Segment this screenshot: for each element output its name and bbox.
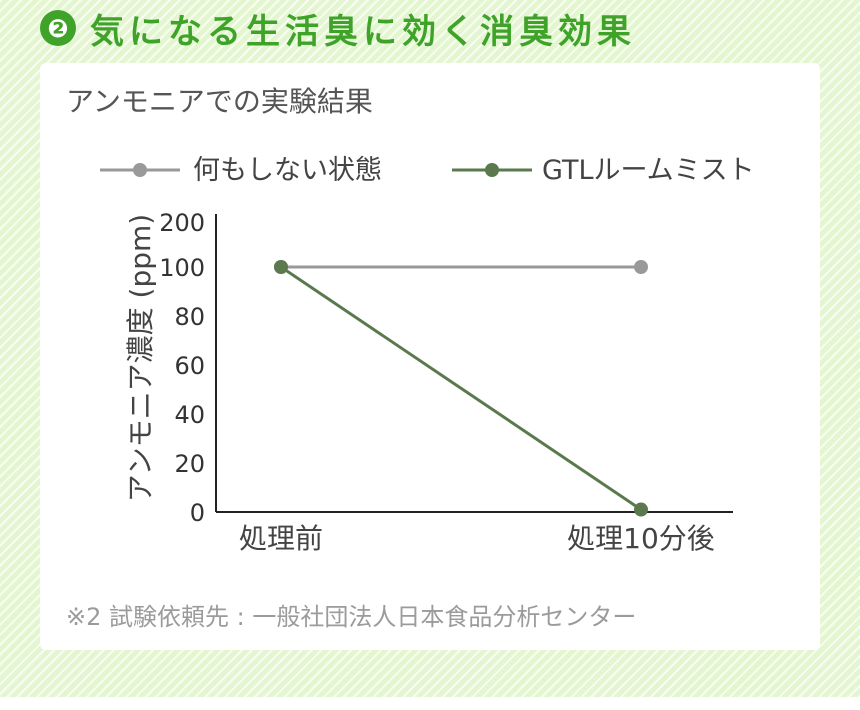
y-tick-label: 40 bbox=[174, 401, 205, 429]
footnote: ※2 試験依頼先 : 一般社団法人日本食品分析センター bbox=[66, 603, 637, 631]
x-tick-label: 処理10分後 bbox=[567, 522, 715, 555]
y-axis-title: アンモニア濃度 (ppm) bbox=[124, 214, 157, 502]
y-tick-label: 20 bbox=[174, 450, 205, 478]
chart-card bbox=[40, 63, 820, 650]
legend-label: GTLルームミスト bbox=[542, 155, 755, 186]
legend-marker bbox=[485, 163, 499, 177]
x-tick-label: 処理前 bbox=[239, 522, 323, 555]
number-badge: ❷ bbox=[40, 10, 76, 46]
y-tick-label: 100 bbox=[159, 254, 205, 282]
data-point bbox=[634, 260, 648, 274]
series-line bbox=[280, 265, 642, 511]
y-tick-label: 80 bbox=[174, 303, 205, 331]
y-tick-label: 0 bbox=[190, 499, 205, 527]
chart-title: アンモニアでの実験結果 bbox=[66, 85, 373, 118]
section-header: ❷ 気になる生活臭に効く消臭効果 bbox=[40, 6, 636, 52]
y-tick-label: 60 bbox=[174, 352, 205, 380]
legend-marker bbox=[133, 163, 147, 177]
data-point bbox=[274, 260, 288, 274]
legend-label: 何もしない状態 bbox=[193, 155, 382, 186]
section-title: 気になる生活臭に効く消臭効果 bbox=[90, 11, 636, 52]
data-point bbox=[634, 502, 648, 517]
y-tick-label: 200 bbox=[159, 209, 205, 237]
